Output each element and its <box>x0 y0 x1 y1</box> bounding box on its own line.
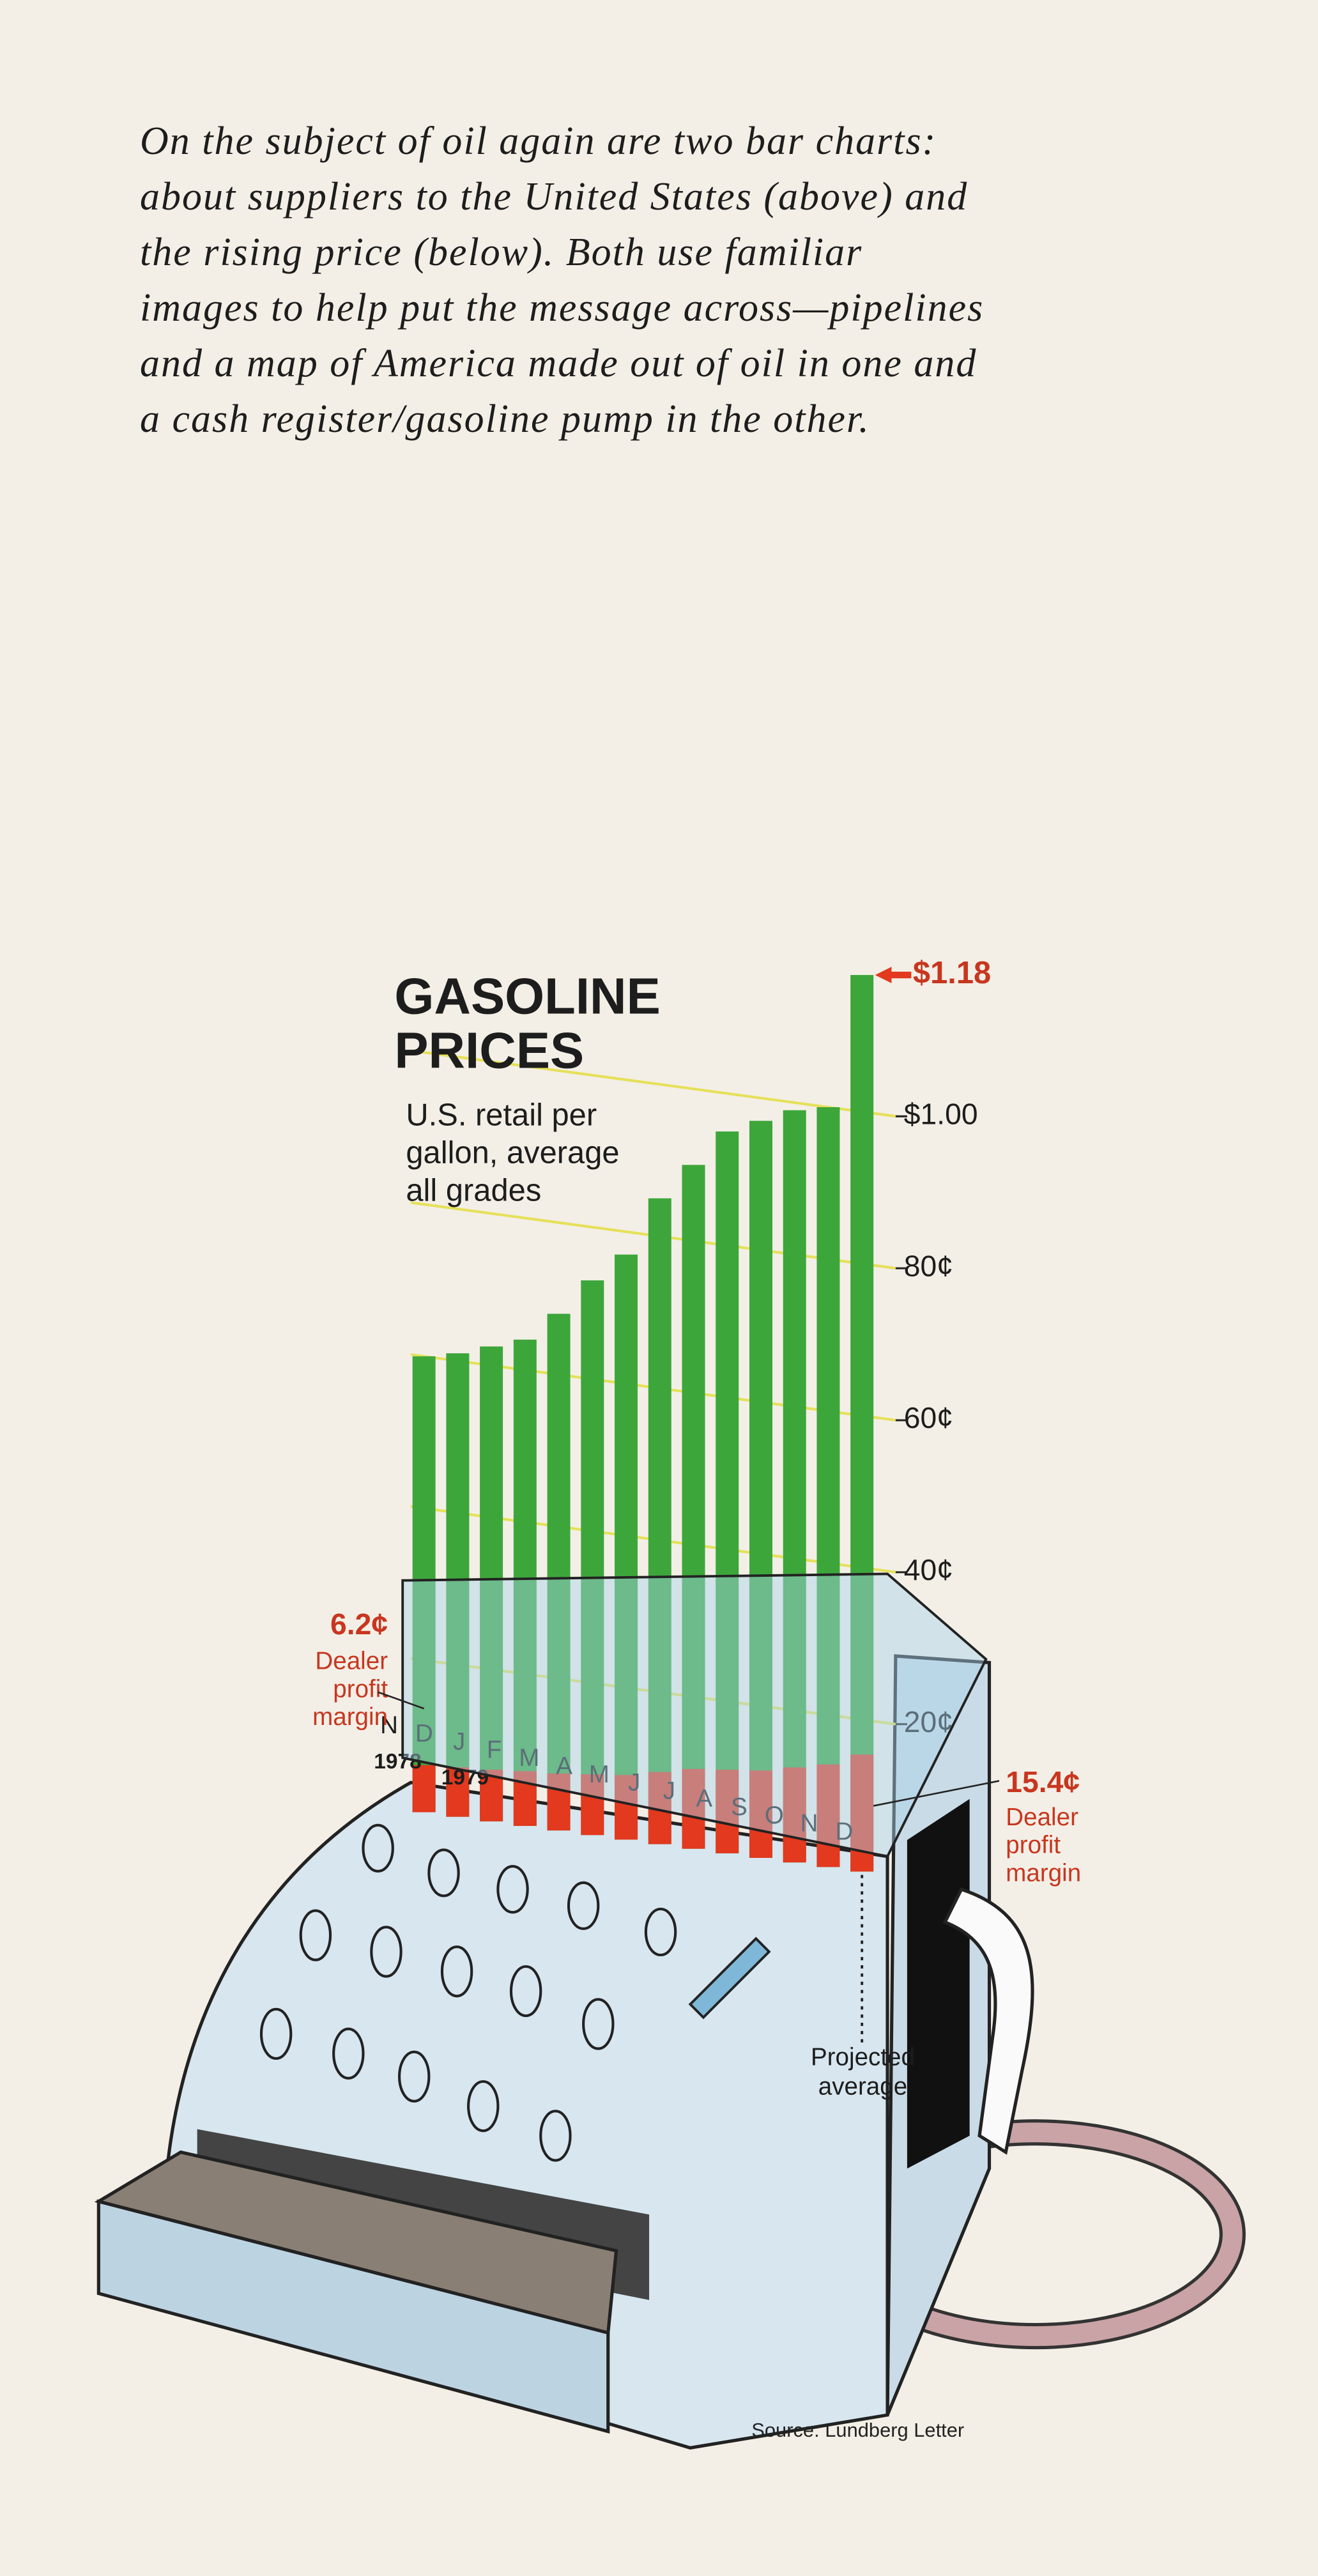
bar <box>412 1356 436 1813</box>
x-tick-label: M <box>589 1761 609 1788</box>
key-bar <box>688 1936 771 2020</box>
bar <box>615 1254 638 1840</box>
value-arrow <box>875 967 912 983</box>
margin-caption: Dealer profit margin <box>312 1648 388 1732</box>
y-tick-label: 60¢ <box>904 1401 953 1434</box>
bar <box>480 1346 503 1821</box>
source: Source: Lundberg Letter <box>751 2419 964 2441</box>
margin-bar <box>783 1767 806 1863</box>
margin-label: 15.4¢ <box>1006 1765 1080 1798</box>
x-tick-label: J <box>663 1777 675 1804</box>
bar <box>513 1339 537 1826</box>
y-tick-label: 40¢ <box>904 1553 953 1586</box>
bar <box>446 1353 470 1817</box>
title-box: GASOLINE PRICES <box>394 969 661 1080</box>
margin-caption-right-box: Dealer profit margin <box>1006 1804 1082 1888</box>
x-tick-label: D <box>415 1720 433 1747</box>
x-tick-label: N <box>801 1810 818 1837</box>
projected-box: Projected average <box>810 2043 915 2101</box>
grid-line <box>410 1049 896 1118</box>
x-tick-label: F <box>487 1736 502 1763</box>
x-tick-label: A <box>696 1785 712 1813</box>
y-tick-label: $1.00 <box>904 1098 978 1131</box>
margin-bar <box>682 1768 705 1849</box>
glass-case <box>401 1572 988 1858</box>
margin-caption: Dealer profit margin <box>1006 1804 1082 1888</box>
x-tick-label: J <box>628 1769 640 1797</box>
margin-caption-left-box: Dealer profit margin <box>312 1648 388 1732</box>
x-tick-label: M <box>519 1744 539 1772</box>
subtitle-box: U.S. retail per gallon, average all grad… <box>406 1099 620 1209</box>
margin-leader <box>873 1780 1000 1807</box>
bar <box>850 975 874 1872</box>
margin-label: 6.2¢ <box>330 1607 388 1641</box>
bar <box>749 1121 772 1858</box>
margin-bar <box>615 1775 638 1840</box>
pump-slot <box>907 1798 970 2169</box>
y-tick-label: 80¢ <box>904 1249 953 1282</box>
margin-bar <box>749 1770 772 1858</box>
x-tick-label: A <box>556 1752 572 1780</box>
margin-bar <box>547 1773 571 1831</box>
bar <box>816 1107 840 1867</box>
margin-bar <box>816 1764 840 1867</box>
value-label: $1.18 <box>913 956 991 990</box>
bar <box>648 1198 671 1844</box>
bar <box>783 1110 806 1863</box>
margin-bar <box>446 1767 470 1817</box>
bar <box>716 1131 739 1853</box>
caption: On the subject of oil again are two bar … <box>140 119 985 441</box>
x-tick-label: S <box>731 1793 747 1821</box>
projected-label: Projected average <box>810 2043 915 2101</box>
x-tick-label: O <box>765 1802 784 1829</box>
bar <box>682 1165 705 1849</box>
bar <box>547 1314 571 1831</box>
chart-title: GASOLINE PRICES <box>394 969 661 1080</box>
margin-bar <box>716 1770 739 1853</box>
margin-leader <box>378 1691 425 1710</box>
x-tick-label: D <box>835 1818 853 1845</box>
keys <box>259 1823 677 2162</box>
chart-subtitle: U.S. retail per gallon, average all grad… <box>406 1099 620 1209</box>
margin-bar <box>581 1774 604 1836</box>
bar <box>581 1280 604 1836</box>
drawer-front <box>96 2199 610 2434</box>
year-label: 1978 <box>374 1750 421 1774</box>
x-tick-label: N <box>380 1712 398 1739</box>
nozzle <box>942 1887 1034 2155</box>
y-tick-label: 20¢ <box>904 1705 953 1738</box>
x-tick-label: J <box>453 1728 465 1756</box>
margin-bar <box>412 1765 436 1813</box>
